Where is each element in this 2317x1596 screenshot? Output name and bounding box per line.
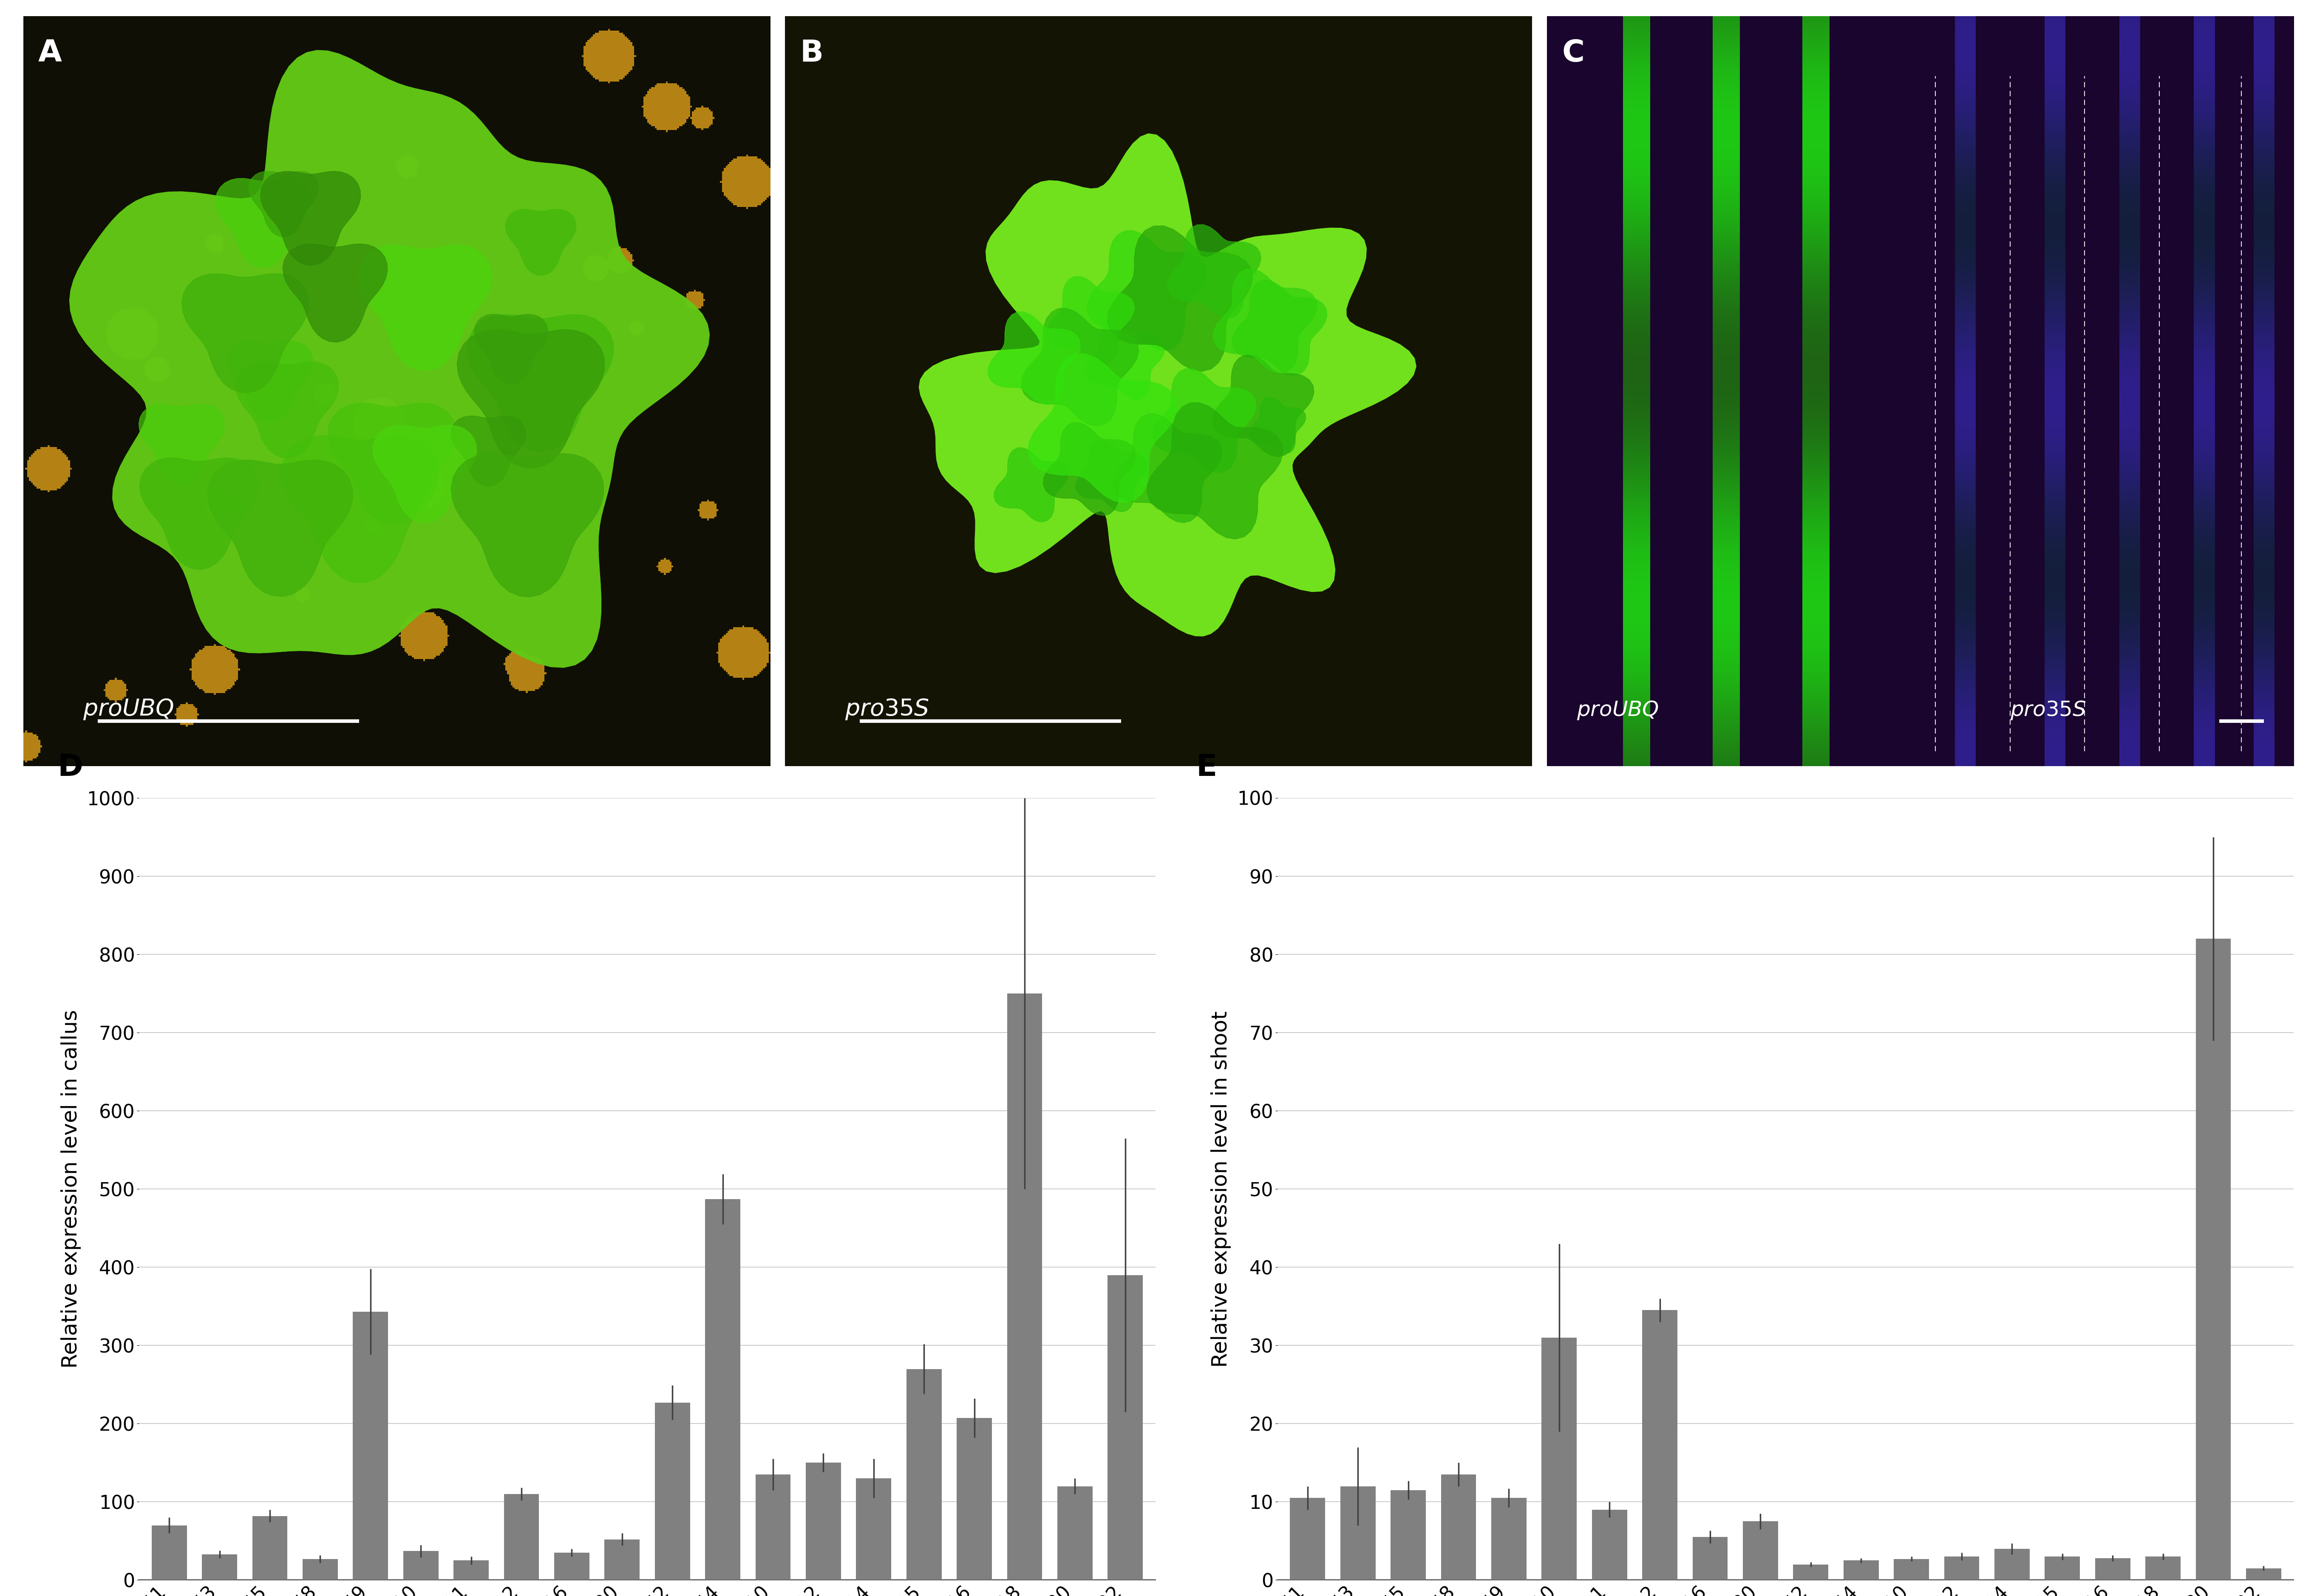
Bar [704,1199,741,1580]
Bar [1995,1548,2030,1580]
Polygon shape [327,404,456,523]
Polygon shape [475,314,547,383]
Bar [855,1478,892,1580]
Bar [403,1551,438,1580]
Polygon shape [456,329,605,468]
Polygon shape [215,179,310,268]
Text: A: A [37,38,63,67]
Bar [503,1494,540,1580]
Bar [1108,1275,1142,1580]
Bar [1793,1564,1828,1580]
Bar [1944,1556,1979,1580]
Bar [2245,1569,2282,1580]
Polygon shape [1047,276,1135,364]
Polygon shape [1112,413,1221,523]
Y-axis label: Relative expression level in shoot: Relative expression level in shoot [1212,1010,1230,1368]
Bar [1893,1559,1930,1580]
Polygon shape [139,458,260,570]
Polygon shape [283,244,387,342]
Polygon shape [1249,397,1307,453]
Bar [1541,1337,1578,1580]
Y-axis label: Relative expression level in callus: Relative expression level in callus [60,1010,81,1368]
Bar [2095,1558,2129,1580]
Bar [2046,1556,2081,1580]
Bar [1008,993,1043,1580]
Text: D: D [58,753,83,782]
Polygon shape [1022,308,1138,426]
Bar [1057,1486,1094,1580]
Polygon shape [260,171,361,265]
Polygon shape [1087,230,1207,351]
Text: $\it{pro35S}$: $\it{pro35S}$ [2009,699,2085,721]
Polygon shape [987,311,1080,405]
Bar [1691,1537,1728,1580]
Polygon shape [452,453,605,597]
Polygon shape [70,51,709,667]
Bar [1339,1486,1376,1580]
Polygon shape [70,51,709,667]
Bar [352,1312,387,1580]
Bar [1441,1475,1476,1580]
Text: B: B [799,38,823,67]
Bar [1643,1310,1678,1580]
Polygon shape [283,436,438,583]
Text: $\it{proUBQ}$: $\it{proUBQ}$ [83,697,174,721]
Polygon shape [1152,369,1256,472]
Text: $\it{pro35S}$: $\it{pro35S}$ [846,697,929,721]
Polygon shape [1168,225,1260,319]
Polygon shape [1108,225,1253,372]
Bar [656,1403,690,1580]
Bar [2146,1556,2180,1580]
Bar [1742,1521,1777,1580]
Polygon shape [1084,319,1165,401]
Polygon shape [236,361,338,458]
Bar [1844,1561,1879,1580]
Polygon shape [920,134,1416,637]
Polygon shape [206,460,352,597]
Text: E: E [1196,753,1216,782]
Bar [1390,1491,1425,1580]
Bar [454,1561,489,1580]
Polygon shape [468,314,614,452]
Bar [304,1559,338,1580]
Polygon shape [248,171,317,236]
Bar [605,1540,639,1580]
Polygon shape [505,209,577,276]
Polygon shape [1214,270,1316,373]
Polygon shape [373,425,477,523]
Bar [1291,1499,1325,1580]
Polygon shape [994,447,1068,522]
Bar [202,1555,236,1580]
Bar [755,1475,790,1580]
Polygon shape [452,417,526,487]
Polygon shape [227,342,313,421]
Polygon shape [1212,354,1314,456]
Bar [906,1369,941,1580]
Polygon shape [920,134,1416,637]
Polygon shape [1075,440,1147,512]
Polygon shape [1029,354,1177,503]
Polygon shape [1043,423,1135,516]
Bar [806,1462,841,1580]
Bar [151,1526,188,1580]
Bar [1592,1510,1627,1580]
Polygon shape [1147,402,1284,539]
Text: C: C [1562,38,1585,67]
Polygon shape [1233,281,1328,375]
Bar [957,1419,992,1580]
Text: $\it{proUBQ}$: $\it{proUBQ}$ [1578,699,1659,721]
Bar [554,1553,589,1580]
Polygon shape [359,246,491,370]
Bar [2197,938,2231,1580]
Polygon shape [139,404,225,485]
Bar [1492,1499,1527,1580]
Bar [253,1516,287,1580]
Polygon shape [181,273,308,393]
